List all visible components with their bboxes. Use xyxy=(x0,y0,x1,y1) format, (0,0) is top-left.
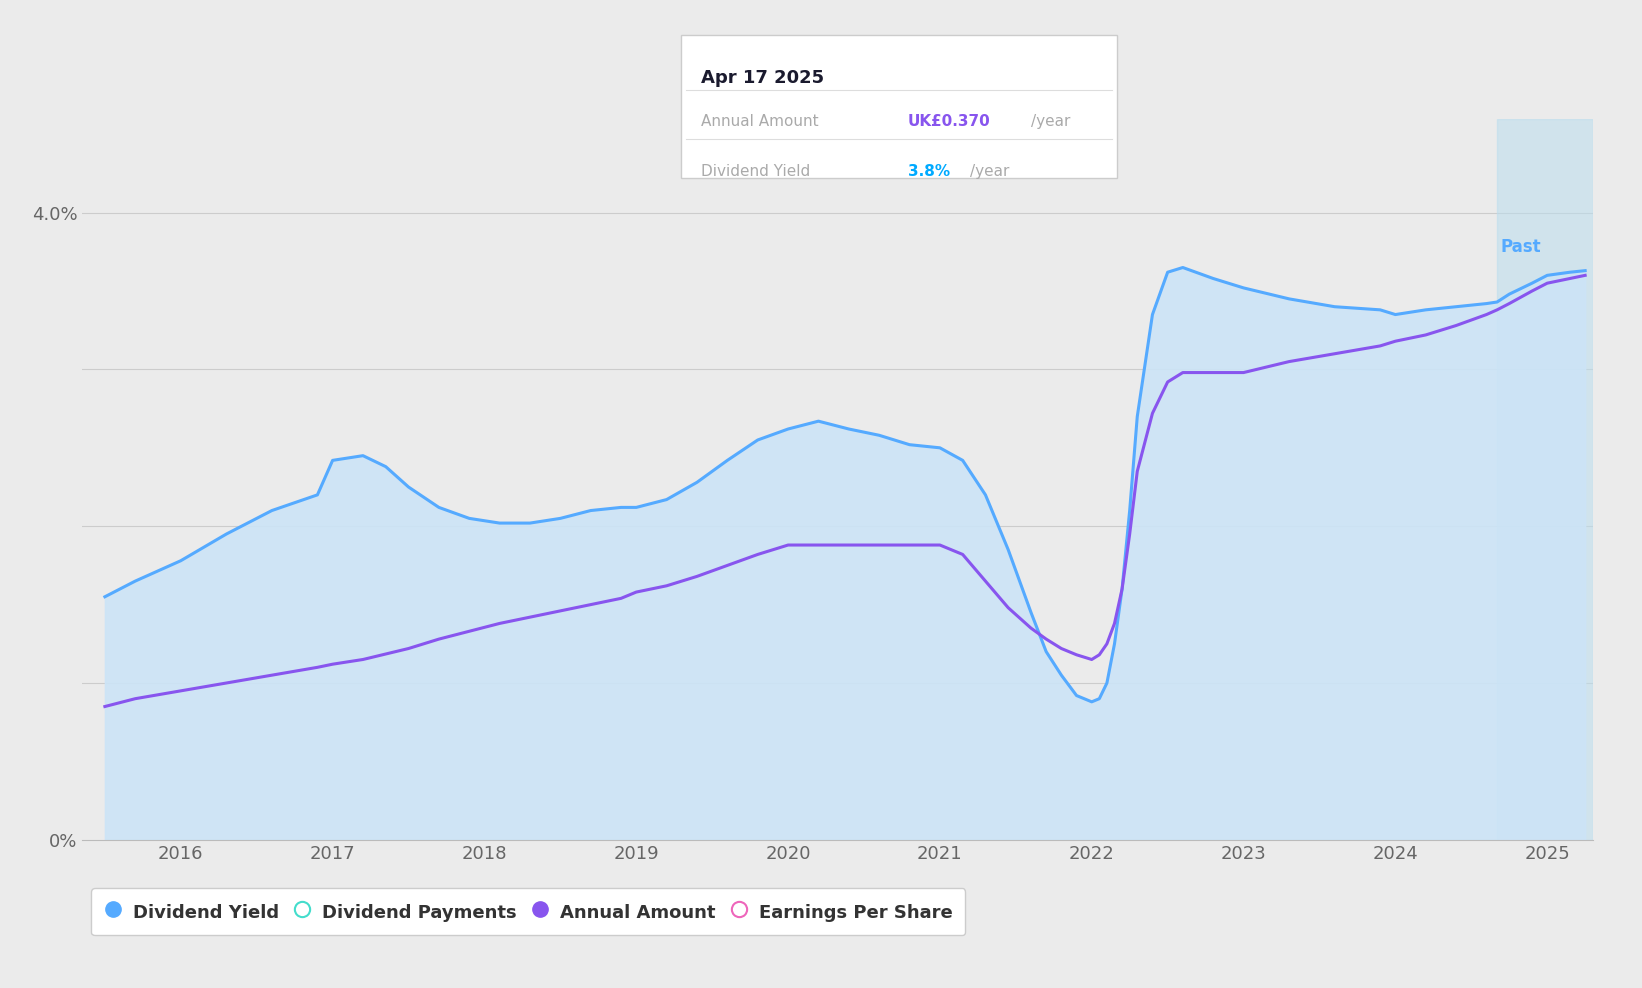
Text: /year: /year xyxy=(970,164,1010,179)
Text: Annual Amount: Annual Amount xyxy=(701,115,819,129)
Text: UK£0.370: UK£0.370 xyxy=(908,115,990,129)
Text: Past: Past xyxy=(1501,238,1540,256)
Bar xyxy=(1498,119,1593,840)
Text: 3.8%: 3.8% xyxy=(908,164,949,179)
Text: Dividend Yield: Dividend Yield xyxy=(701,164,811,179)
Text: Apr 17 2025: Apr 17 2025 xyxy=(701,69,824,87)
Text: /year: /year xyxy=(1031,115,1071,129)
Legend: Dividend Yield, Dividend Payments, Annual Amount, Earnings Per Share: Dividend Yield, Dividend Payments, Annua… xyxy=(90,888,965,936)
